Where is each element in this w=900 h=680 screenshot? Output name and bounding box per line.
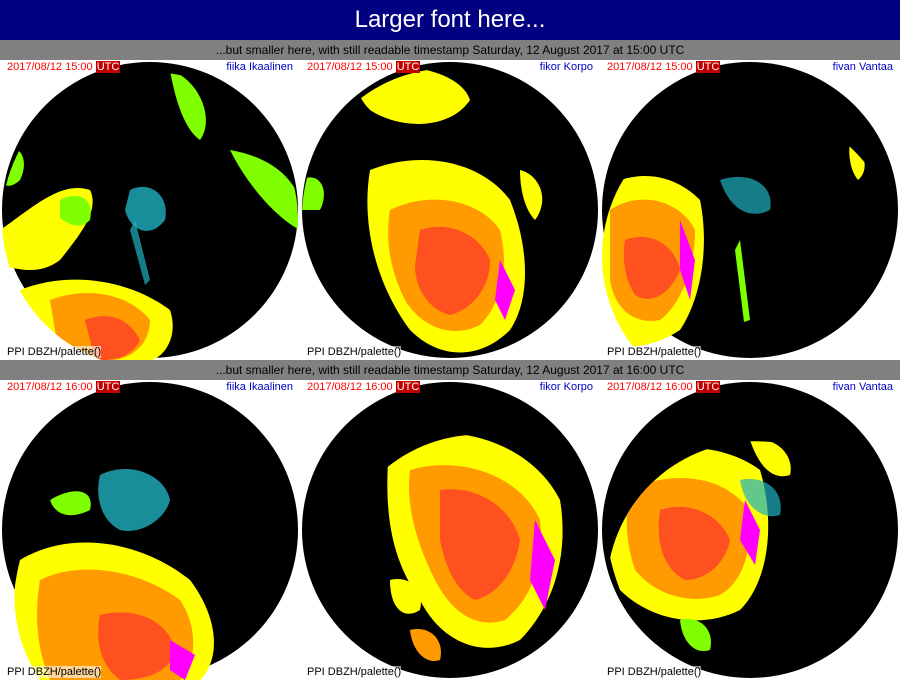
radar-panel-vantaa-1600[interactable]: 2017/08/12 16:00 UTC fivan Vantaa PPI DB…	[600, 380, 900, 680]
radar-panel-vantaa-1500[interactable]: 2017/08/12 15:00 UTC fivan Vantaa PPI DB…	[600, 60, 900, 360]
panel-timestamp: 2017/08/12 16:00 UTC	[607, 381, 721, 393]
radar-image	[0, 62, 300, 360]
panel-timestamp: 2017/08/12 16:00 UTC	[307, 381, 421, 393]
panel-site-name: fivan Vantaa	[832, 61, 893, 73]
radar-image	[2, 382, 298, 680]
row-1-subtitle: ...but smaller here, with still readable…	[0, 40, 900, 60]
radar-image	[302, 382, 598, 678]
panel-site-name: fivan Vantaa	[832, 381, 893, 393]
radar-panel-korpo-1500[interactable]: 2017/08/12 15:00 UTC fikor Korpo PPI DBZ…	[300, 60, 600, 360]
radar-image	[602, 382, 898, 678]
panel-site-name: fikor Korpo	[539, 381, 593, 393]
panel-product-label: PPI DBZH/palette()	[307, 346, 402, 358]
panel-site-name: fikor Korpo	[539, 61, 593, 73]
panel-site-name: fiika Ikaalinen	[226, 61, 293, 73]
panel-product-label: PPI DBZH/palette()	[7, 666, 102, 678]
radar-panel-korpo-1600[interactable]: 2017/08/12 16:00 UTC fikor Korpo PPI DBZ…	[300, 380, 600, 680]
panel-timestamp: 2017/08/12 15:00 UTC	[307, 61, 421, 73]
radar-image	[300, 62, 598, 358]
panel-product-label: PPI DBZH/palette()	[7, 346, 102, 358]
radar-panel-ikaalinen-1500[interactable]: 2017/08/12 15:00 UTC fiika Ikaalinen PPI…	[0, 60, 300, 360]
page-title: Larger font here...	[0, 0, 900, 40]
radar-panel-ikaalinen-1600[interactable]: 2017/08/12 16:00 UTC fiika Ikaalinen PPI…	[0, 380, 300, 680]
panel-timestamp: 2017/08/12 15:00 UTC	[7, 61, 121, 73]
panel-timestamp: 2017/08/12 15:00 UTC	[607, 61, 721, 73]
panel-product-label: PPI DBZH/palette()	[607, 346, 702, 358]
panel-site-name: fiika Ikaalinen	[226, 381, 293, 393]
panel-product-label: PPI DBZH/palette()	[607, 666, 702, 678]
panel-timestamp: 2017/08/12 16:00 UTC	[7, 381, 121, 393]
radar-image	[600, 62, 898, 358]
row-2-subtitle: ...but smaller here, with still readable…	[0, 360, 900, 380]
panel-product-label: PPI DBZH/palette()	[307, 666, 402, 678]
